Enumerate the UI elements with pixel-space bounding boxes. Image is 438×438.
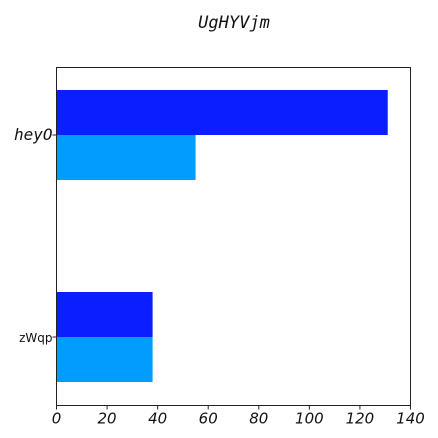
x-tick-label: 120 — [346, 410, 375, 428]
x-tick-label: 40 — [148, 410, 167, 428]
y-category-label: zWqp — [19, 331, 52, 345]
bar-zWqp-series-1 — [56, 292, 153, 337]
x-axis-ticks: 0 20 40 60 80 100 120 140 — [52, 405, 425, 428]
bar-heyO-series-1 — [56, 90, 388, 135]
x-tick-label: 140 — [396, 410, 425, 428]
x-tick-label: 100 — [295, 410, 324, 428]
y-axis-labels: heyO zWqp — [14, 125, 57, 345]
bar-zWqp-series-2 — [56, 337, 153, 382]
bar-heyO-series-2 — [56, 135, 196, 180]
x-tick-label: 60 — [199, 410, 218, 428]
plot-frame — [56, 67, 411, 406]
y-category-label: heyO — [14, 125, 53, 144]
x-tick-label: 0 — [52, 410, 62, 428]
bars-group — [56, 90, 388, 382]
x-tick-label: 20 — [98, 410, 117, 428]
chart-title: UgHYVjm — [198, 13, 270, 33]
x-tick-label: 80 — [249, 410, 268, 428]
